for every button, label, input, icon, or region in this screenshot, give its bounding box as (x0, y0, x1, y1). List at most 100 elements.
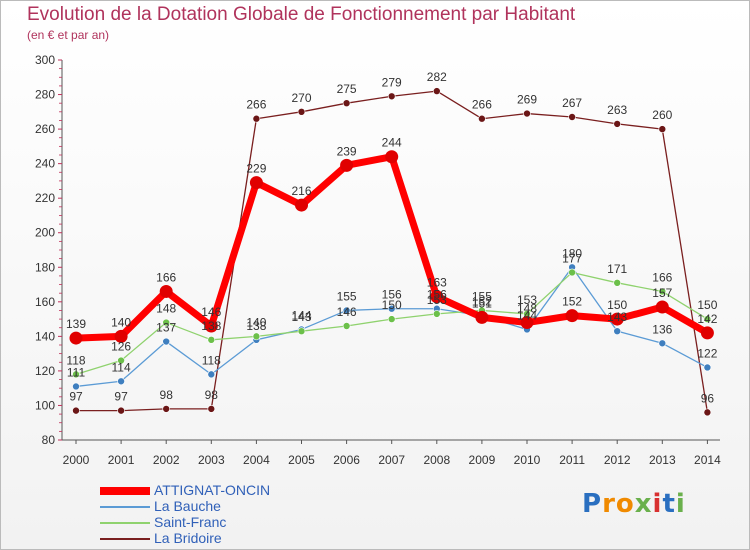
logo-letter: P (582, 489, 603, 519)
data-point (72, 406, 80, 415)
y-tick-label: 200 (35, 226, 55, 240)
data-point (703, 408, 712, 417)
data-label: 157 (652, 286, 672, 300)
data-label: 266 (246, 98, 266, 112)
data-point (658, 339, 667, 348)
data-label: 275 (337, 82, 357, 96)
data-point (523, 109, 531, 118)
data-point (342, 99, 351, 107)
data-point (342, 306, 351, 315)
data-point (613, 120, 622, 128)
line-chart: 80 100 120 140 160 180 200 220 240 260 280 300 2000 2… (35, 53, 721, 467)
data-label: 156 (382, 288, 402, 302)
legend-swatch (100, 522, 150, 524)
x-tick-label: 2014 (694, 453, 721, 467)
data-label: 270 (291, 91, 311, 105)
y-tick-label: 120 (35, 364, 55, 378)
data-label: 263 (607, 103, 627, 117)
x-tick-label: 2011 (559, 453, 585, 467)
data-point (117, 356, 125, 365)
data-label: 142 (697, 312, 717, 326)
data-label: 114 (112, 360, 131, 374)
data-label: 118 (66, 353, 85, 367)
x-tick-label: 2009 (469, 453, 496, 467)
data-label: 98 (205, 388, 219, 402)
data-point (700, 326, 714, 340)
data-label: 153 (427, 293, 447, 307)
data-label: 150 (607, 298, 627, 312)
logo-letter: i (652, 489, 663, 519)
data-label: 111 (67, 365, 86, 379)
legend-label: La Bridoire (154, 530, 222, 546)
data-label: 266 (472, 98, 492, 112)
proxiti-logo[interactable]: Proxiti (582, 489, 686, 519)
data-label: 97 (69, 390, 83, 404)
data-point (475, 310, 489, 324)
y-tick-label: 220 (35, 191, 55, 205)
x-tick-label: 2012 (604, 453, 631, 467)
data-label: 177 (562, 251, 582, 265)
y-tick-label: 260 (35, 122, 55, 136)
x-tick-label: 2000 (63, 453, 90, 467)
y-tick-label: 300 (35, 53, 55, 67)
logo-letter: o (615, 489, 635, 519)
data-label: 137 (156, 321, 176, 335)
data-point (703, 363, 712, 372)
data-point (297, 327, 306, 335)
data-point (658, 125, 667, 133)
data-label: 155 (337, 289, 357, 303)
legend-swatch (100, 506, 150, 508)
data-point (114, 329, 128, 343)
data-label: 122 (697, 346, 717, 360)
data-label: 140 (111, 315, 131, 329)
data-label: 136 (652, 322, 672, 336)
data-point (342, 322, 351, 330)
data-label: 150 (697, 298, 717, 312)
data-label: 279 (382, 75, 402, 89)
data-label: 144 (291, 308, 311, 322)
x-tick-label: 2003 (198, 453, 225, 467)
logo-letter: x (634, 489, 653, 519)
data-label: 166 (156, 270, 176, 284)
y-tick-label: 100 (35, 398, 55, 412)
data-point (207, 405, 216, 413)
data-point (568, 268, 576, 277)
data-point (568, 113, 576, 121)
y-tick-label: 140 (35, 329, 55, 343)
data-label: 244 (382, 136, 402, 150)
data-label: 146 (201, 305, 221, 319)
data-point (658, 287, 667, 296)
data-point (207, 370, 216, 379)
data-point (520, 316, 534, 330)
data-point (162, 318, 170, 327)
data-point (162, 405, 170, 413)
data-label: 143 (607, 310, 627, 324)
data-point (297, 108, 306, 116)
data-label: 153 (517, 293, 537, 307)
y-tick-label: 180 (35, 260, 55, 274)
data-point (610, 312, 624, 326)
chart-title: Evolution de la Dotation Globale de Fonc… (27, 4, 576, 25)
data-label: 144 (517, 308, 537, 322)
x-tick-label: 2002 (153, 453, 180, 467)
logo-letter: r (602, 489, 616, 519)
data-point (565, 309, 579, 323)
x-tick-label: 2010 (514, 453, 541, 467)
data-point (249, 176, 263, 190)
data-label: 97 (114, 390, 128, 404)
data-label: 138 (246, 319, 266, 333)
data-label: 166 (652, 270, 672, 284)
data-label: 239 (337, 144, 357, 158)
data-label: 138 (201, 319, 221, 333)
data-point (655, 300, 669, 314)
data-point (72, 370, 80, 379)
data-label: 216 (291, 184, 311, 198)
data-point (387, 92, 396, 101)
data-point (478, 114, 486, 123)
legend-label: La Bauche (154, 498, 221, 514)
data-point (613, 279, 622, 287)
data-label: 143 (291, 310, 311, 324)
data-label: 152 (562, 295, 582, 309)
data-point (340, 158, 354, 172)
